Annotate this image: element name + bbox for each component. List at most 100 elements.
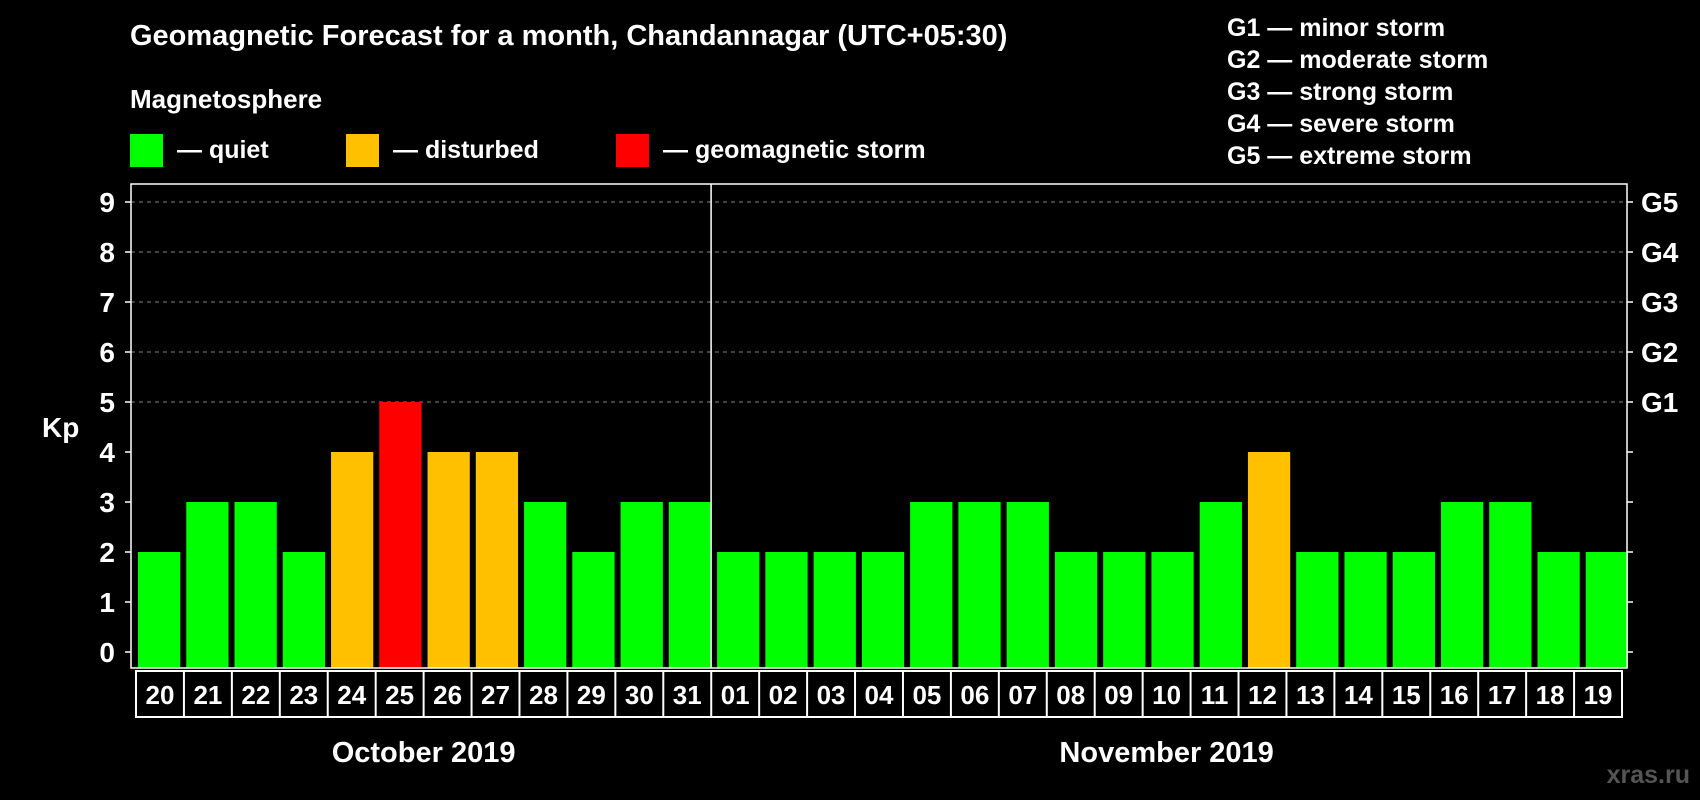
bar-24 [331, 452, 374, 668]
storm-level-g4: G4 — severe storm [1227, 110, 1455, 138]
x-tick-label-04: 04 [865, 680, 894, 710]
month-label-0: October 2019 [332, 737, 516, 769]
legend-swatch-quiet [130, 133, 163, 167]
bar-17 [1489, 502, 1532, 668]
y-tick-label: 1 [99, 587, 115, 618]
x-tick-label-18: 18 [1536, 680, 1565, 710]
legend-swatch-disturbed [346, 133, 379, 167]
x-tick-label-27: 27 [481, 680, 510, 710]
bar-02 [765, 552, 808, 668]
bar-08 [1054, 552, 1098, 668]
bar-29 [572, 552, 615, 668]
bar-14 [1344, 552, 1387, 668]
storm-level-g2: G2 — moderate storm [1227, 46, 1489, 74]
bar-20 [138, 552, 181, 668]
x-tick-label-24: 24 [337, 680, 366, 710]
y-tick-label: 0 [99, 637, 115, 668]
x-tick-label-10: 10 [1152, 680, 1181, 710]
x-tick-label-29: 29 [577, 680, 606, 710]
storm-level-tick-label: G3 [1641, 287, 1678, 318]
legend-label-quiet: — quiet [177, 135, 269, 164]
legend-title: Magnetosphere [130, 84, 323, 114]
storm-level-g1: G1 — minor storm [1227, 14, 1446, 42]
bar-22 [234, 502, 277, 668]
bar-15 [1392, 552, 1435, 668]
x-tick-label-02: 02 [769, 680, 798, 710]
x-tick-label-11: 11 [1201, 680, 1229, 710]
x-tick-label-01: 01 [721, 680, 750, 710]
bar-26 [427, 452, 470, 668]
y-tick-label: 7 [99, 287, 115, 318]
storm-level-g5: G5 — extreme storm [1227, 142, 1472, 170]
bar-27 [475, 452, 519, 668]
storm-level-g3: G3 — strong storm [1227, 78, 1454, 106]
x-tick-label-06: 06 [960, 680, 989, 710]
bar-21 [186, 502, 229, 668]
x-tick-label-07: 07 [1008, 680, 1037, 710]
x-tick-label-03: 03 [817, 680, 846, 710]
bar-18 [1537, 552, 1580, 668]
x-tick-label-09: 09 [1104, 680, 1133, 710]
bar-28 [524, 502, 567, 668]
legend-label-storm: — geomagnetic storm [663, 135, 926, 164]
x-tick-label-21: 21 [193, 680, 222, 710]
bar-25 [379, 402, 422, 668]
bar-19 [1585, 552, 1628, 668]
x-tick-label-17: 17 [1488, 680, 1517, 710]
bar-11 [1199, 502, 1242, 668]
y-tick-label: 4 [99, 437, 115, 468]
storm-scale-legend: G1 — minor storm G2 — moderate storm G3 … [1227, 12, 1488, 172]
y-tick-label: 6 [99, 337, 115, 368]
bar-06 [958, 502, 1001, 668]
x-tick-label-23: 23 [289, 680, 318, 710]
x-tick-label-08: 08 [1056, 680, 1085, 710]
x-tick-label-16: 16 [1440, 680, 1469, 710]
x-tick-label-28: 28 [529, 680, 558, 710]
storm-level-tick-label: G1 [1641, 387, 1678, 418]
y-axis-label: Kp [42, 412, 79, 443]
legend-item-quiet: — quiet [130, 133, 269, 167]
x-tick-label-30: 30 [625, 680, 654, 710]
bar-01 [717, 552, 760, 668]
x-tick-label-05: 05 [912, 680, 941, 710]
storm-level-tick-label: G2 [1641, 337, 1678, 368]
legend-swatch-storm [616, 133, 649, 167]
legend-item-disturbed: — disturbed [346, 133, 539, 167]
x-tick-label-14: 14 [1344, 680, 1373, 710]
bar-16 [1440, 502, 1484, 668]
bar-03 [813, 552, 856, 668]
bar-12 [1247, 452, 1291, 668]
storm-level-tick-label: G5 [1641, 187, 1678, 218]
x-tick-label-26: 26 [433, 680, 462, 710]
date-strip [135, 670, 1623, 718]
x-tick-label-22: 22 [241, 680, 270, 710]
watermark: xras.ru [1606, 761, 1690, 789]
y-tick-label: 3 [99, 487, 115, 518]
bar-09 [1103, 552, 1146, 668]
y-tick-label: 2 [99, 537, 115, 568]
x-tick-label-20: 20 [146, 680, 175, 710]
y-tick-label: 5 [99, 387, 115, 418]
y-tick-label: 8 [99, 237, 115, 268]
bar-30 [620, 502, 663, 668]
bar-07 [1006, 502, 1049, 668]
bar-31 [668, 502, 712, 668]
x-tick-label-19: 19 [1584, 680, 1613, 710]
x-tick-label-12: 12 [1248, 680, 1277, 710]
month-label-1: November 2019 [1059, 737, 1273, 769]
legend-item-storm: — geomagnetic storm [616, 133, 926, 167]
bar-23 [282, 552, 326, 668]
bar-05 [910, 502, 953, 668]
y-tick-label: 9 [99, 187, 115, 218]
legend-label-disturbed: — disturbed [393, 135, 539, 164]
x-tick-label-25: 25 [385, 680, 414, 710]
plot-frame [130, 183, 1628, 669]
x-tick-label-31: 31 [673, 680, 702, 710]
storm-level-tick-label: G4 [1641, 237, 1679, 268]
bar-10 [1151, 552, 1194, 668]
x-tick-label-13: 13 [1296, 680, 1325, 710]
bar-04 [861, 552, 905, 668]
x-tick-label-15: 15 [1392, 680, 1421, 710]
bar-13 [1296, 552, 1339, 668]
